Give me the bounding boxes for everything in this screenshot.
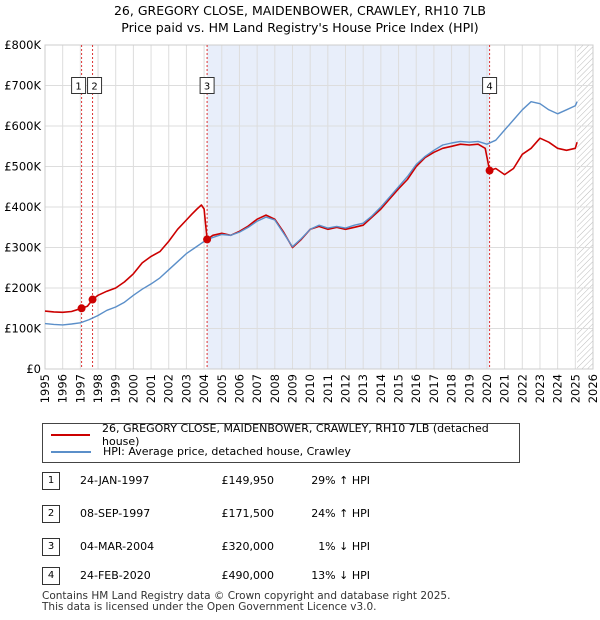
transaction-date: 08-SEP-1997 (80, 507, 151, 520)
legend-swatch-red (51, 433, 90, 436)
x-tick-label: 1996 (56, 374, 70, 403)
chart-title: 26, GREGORY CLOSE, MAIDENBOWER, CRAWLEY,… (0, 2, 600, 36)
transaction-hpi: 24% ↑ HPI (311, 507, 370, 520)
transaction-number: 2 (42, 505, 60, 523)
x-tick-label: 2016 (409, 374, 423, 403)
table-row: 1 24-JAN-1997 £149,950 29% ↑ HPI (42, 472, 422, 492)
transaction-number: 1 (42, 472, 60, 490)
sale-label-box (199, 77, 215, 94)
footer-line-2: This data is licensed under the Open Gov… (42, 601, 377, 613)
x-tick-label: 2001 (144, 374, 158, 403)
transaction-number: 3 (42, 538, 60, 556)
x-tick-label: 2015 (392, 374, 406, 403)
transaction-price: £149,950 (221, 474, 275, 487)
x-tick-label: 2000 (126, 374, 140, 403)
table-row: 4 24-FEB-2020 £490,000 13% ↓ HPI (42, 567, 422, 587)
x-tick-label: 1997 (73, 374, 87, 403)
transaction-price: £171,500 (221, 507, 275, 520)
legend-item-price-paid: 26, GREGORY CLOSE, MAIDENBOWER, CRAWLEY,… (51, 422, 519, 448)
y-tick-label: £400K (4, 200, 41, 214)
x-tick-label: 2010 (303, 374, 317, 403)
x-tick-label: 2014 (374, 374, 388, 403)
x-tick-label: 1999 (109, 374, 123, 403)
transaction-date: 24-FEB-2020 (80, 569, 151, 582)
y-tick-label: £300K (4, 241, 41, 255)
x-tick-label: 2025 (568, 374, 582, 403)
y-tick-label: £0 (26, 362, 41, 376)
x-tick-label: 2024 (551, 374, 565, 403)
legend-item-hpi: HPI: Average price, detached house, Craw… (51, 443, 351, 460)
x-tick-label: 2020 (480, 374, 494, 403)
transaction-hpi: 1% ↓ HPI (318, 540, 370, 553)
title-line-2: Price paid vs. HM Land Registry's House … (121, 20, 479, 35)
x-tick-label: 2004 (197, 374, 211, 403)
transaction-price: £490,000 (221, 569, 275, 582)
sale-label-number: 1 (75, 82, 81, 93)
y-tick-label: £100K (4, 322, 41, 336)
title-line-1: 26, GREGORY CLOSE, MAIDENBOWER, CRAWLEY,… (113, 3, 487, 18)
footer: Contains HM Land Registry data © Crown c… (42, 591, 450, 613)
sale-point (485, 166, 494, 175)
sale-label-box (87, 77, 103, 94)
transaction-date: 04-MAR-2004 (80, 540, 155, 553)
transaction-hpi: 29% ↑ HPI (311, 474, 370, 487)
price-chart: £0 £100K £200K £300K £400K £500K £600K £700K £80… (4, 38, 600, 403)
y-tick-label: £600K (4, 119, 41, 133)
x-tick-label: 2026 (586, 374, 600, 403)
x-tick-label: 2022 (515, 374, 529, 403)
x-tick-label: 2005 (215, 374, 229, 403)
x-tick-label: 2019 (462, 374, 476, 403)
table-row: 2 08-SEP-1997 £171,500 24% ↑ HPI (42, 505, 422, 525)
sale-label-box (482, 77, 498, 94)
y-tick-label: £700K (4, 79, 41, 93)
x-tick-label: 2017 (427, 374, 441, 403)
x-tick-label: 2006 (232, 374, 246, 403)
x-tick-label: 2012 (339, 374, 353, 403)
transaction-price: £320,000 (221, 540, 275, 553)
x-tick-label: 2011 (321, 374, 335, 403)
legend: 26, GREGORY CLOSE, MAIDENBOWER, CRAWLEY,… (42, 422, 520, 463)
sale-point (77, 304, 86, 313)
x-tick-label: 2003 (179, 374, 193, 403)
sale-label-number: 3 (204, 82, 210, 93)
sale-label-number: 4 (486, 82, 492, 93)
x-tick-label: 2021 (498, 374, 512, 403)
y-tick-label: £500K (4, 160, 41, 174)
x-tick-label: 2018 (445, 374, 459, 403)
x-tick-label: 2002 (162, 374, 176, 403)
sale-point (203, 235, 212, 244)
x-tick-label: 2007 (250, 374, 264, 403)
sale-point (88, 295, 97, 304)
legend-label-price-paid: 26, GREGORY CLOSE, MAIDENBOWER, CRAWLEY,… (102, 421, 489, 448)
x-tick-label: 2023 (533, 374, 547, 403)
plot-frame (44, 44, 594, 370)
x-tick-label: 1995 (38, 374, 52, 403)
transaction-hpi: 13% ↓ HPI (311, 569, 370, 582)
y-tick-label: £200K (4, 281, 41, 295)
sale-label-number: 2 (91, 82, 97, 93)
sale-label-box (71, 77, 87, 94)
table-row: 3 04-MAR-2004 £320,000 1% ↓ HPI (42, 538, 422, 558)
x-tick-label: 2008 (268, 374, 282, 403)
x-tick-label: 1998 (91, 374, 105, 403)
y-tick-label: £800K (4, 38, 41, 52)
legend-swatch-blue (51, 450, 91, 453)
transaction-date: 24-JAN-1997 (80, 474, 150, 487)
footer-line-1: Contains HM Land Registry data © Crown c… (42, 590, 451, 602)
legend-label-hpi: HPI: Average price, detached house, Craw… (103, 445, 351, 458)
x-tick-label: 2009 (285, 374, 299, 403)
x-tick-label: 2013 (356, 374, 370, 403)
hpi-line (44, 101, 578, 326)
transaction-number: 4 (42, 567, 60, 585)
